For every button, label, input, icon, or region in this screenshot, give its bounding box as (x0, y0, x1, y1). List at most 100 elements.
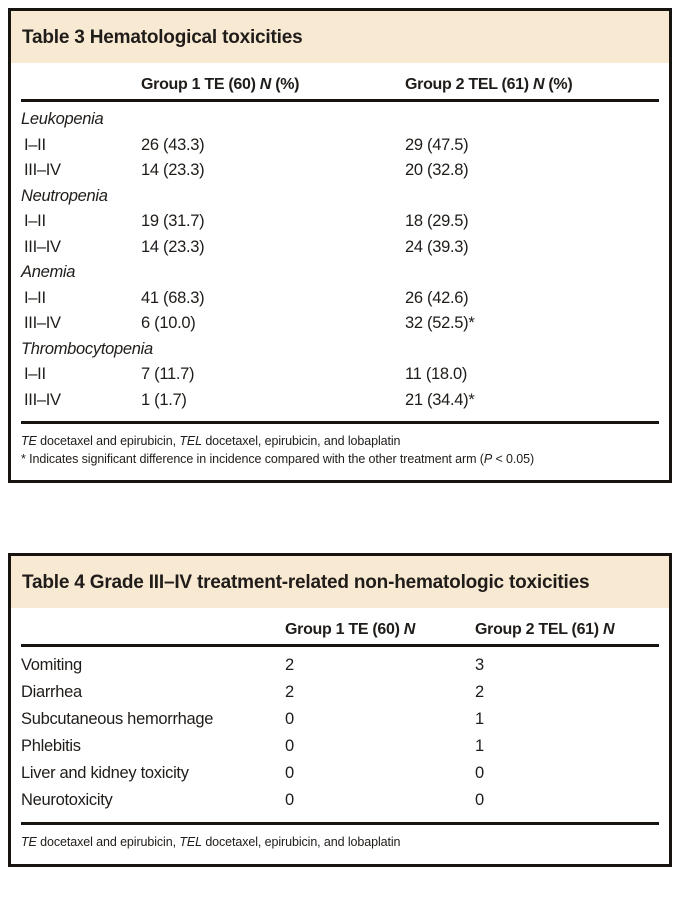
abbrev-rest: docetaxel, epirubicin, and lobaplatin (201, 434, 401, 448)
table3-column-header-group2: Group 2 TEL (61) N (%) (405, 76, 659, 94)
table-row: Vomiting 2 3 (21, 652, 659, 679)
row-label-grade: I–II (24, 288, 46, 307)
cell-group2-value: 1 (475, 737, 484, 755)
row-label: Neurotoxicity (21, 791, 113, 809)
table3-header-empty-cell (21, 76, 141, 94)
abbrev-tel: TEL (179, 434, 202, 448)
table4-footnotes: TE docetaxel and epirubicin, TEL docetax… (21, 822, 659, 864)
cell-group2-value: 0 (475, 791, 484, 809)
group2-header-text: Group 2 TEL (61) (405, 76, 533, 93)
cell-group1-value: 1 (1.7) (141, 390, 187, 409)
sig-post: < 0.05) (492, 451, 535, 466)
table3-footnote-significance: * Indicates significant difference in in… (21, 451, 659, 469)
cell-group2-value: 3 (475, 656, 484, 674)
cell-group1-value: 7 (11.7) (141, 365, 195, 383)
cell-group1-value: 14 (23.3) (141, 237, 205, 256)
cell-group2-value: 20 (32.8) (405, 161, 469, 179)
table-row: III–IV 6 (10.0) 32 (52.5)* (21, 311, 659, 337)
cell-group2-value: 24 (39.3) (405, 237, 469, 256)
row-label-grade: I–II (24, 212, 46, 230)
table-row: Neutropenia (21, 184, 659, 210)
table3-column-header-group1: Group 1 TE (60) N (%) (141, 76, 405, 94)
table-row: Subcutaneous hemorrhage 0 1 (21, 706, 659, 733)
cell-group1-value: 14 (23.3) (141, 161, 205, 179)
page: Table 3 Hematological toxicities Group 1… (8, 8, 672, 867)
table3-title-band: Table 3 Hematological toxicities (11, 11, 669, 63)
table-row: Phlebitis 0 1 (21, 733, 659, 760)
row-label: Subcutaneous hemorrhage (21, 710, 214, 728)
cell-group1-value: 26 (43.3) (141, 135, 205, 154)
cell-group2-value: 11 (18.0) (405, 365, 468, 383)
cell-group1-value: 41 (68.3) (141, 288, 205, 307)
abbrev-te: TE (21, 835, 37, 849)
cell-group1-value: 6 (10.0) (141, 314, 196, 332)
abbrev-mid: docetaxel and epirubicin, (36, 835, 180, 849)
cell-group1-value: 0 (285, 710, 294, 728)
table4-card: Table 4 Grade III–IV treatment-related n… (8, 553, 672, 867)
row-label: Phlebitis (21, 737, 81, 755)
cell-group1-value: 0 (285, 764, 294, 782)
table-row: Neurotoxicity 0 0 (21, 787, 659, 814)
table-row: I–II 26 (43.3) 29 (47.5) (21, 133, 659, 159)
group2-header-n: N (532, 76, 545, 93)
table4-footnote-abbreviations: TE docetaxel and epirubicin, TEL docetax… (21, 834, 659, 852)
cell-group1-value: 19 (31.7) (141, 212, 205, 230)
group1-header-n: N (403, 621, 416, 638)
group2-header-text: Group 2 TEL (61) (475, 621, 603, 638)
cell-group2-value: 21 (34.4)* (405, 390, 475, 409)
cell-group2-value: 32 (52.5)* (405, 314, 475, 332)
table3-footnote-abbreviations: TE docetaxel and epirubicin, TEL docetax… (21, 433, 659, 451)
sig-pre: * Indicates significant difference in in… (21, 451, 484, 466)
cell-group2-value: 29 (47.5) (405, 135, 469, 154)
table4-header-row: Group 1 TE (60) N Group 2 TEL (61) N (21, 608, 659, 647)
row-label-category: Leukopenia (21, 110, 104, 128)
table3-card: Table 3 Hematological toxicities Group 1… (8, 8, 672, 483)
row-label-category: Thrombocytopenia (21, 339, 153, 358)
table-row: Liver and kidney toxicity 0 0 (21, 760, 659, 787)
cell-group2-value: 2 (475, 683, 484, 701)
group1-header-n: N (259, 76, 272, 93)
row-label-grade: III–IV (24, 314, 61, 332)
group1-header-text: Group 1 TE (60) (285, 621, 404, 638)
group2-header-pct: (%) (544, 76, 573, 93)
row-label-category: Anemia (21, 263, 76, 281)
table-row: Anemia (21, 260, 659, 286)
table3-content: Group 1 TE (60) N (%) Group 2 TEL (61) N… (11, 63, 669, 480)
table-row: I–II 19 (31.7) 18 (29.5) (21, 209, 659, 235)
row-label-grade: III–IV (24, 161, 61, 179)
row-label: Vomiting (21, 656, 82, 674)
sig-p: P (483, 451, 493, 466)
table-row: I–II 7 (11.7) 11 (18.0) (21, 362, 659, 388)
cell-group1-value: 2 (285, 683, 294, 701)
group1-header-text: Group 1 TE (60) (141, 76, 260, 93)
table3-footnotes: TE docetaxel and epirubicin, TEL docetax… (21, 421, 659, 480)
cell-group1-value: 0 (285, 737, 294, 755)
table4-title-band: Table 4 Grade III–IV treatment-related n… (11, 556, 669, 608)
table4-column-header-group1: Group 1 TE (60) N (285, 621, 475, 639)
cell-group1-value: 0 (285, 791, 294, 809)
row-label-grade: I–II (24, 135, 46, 154)
group2-header-n: N (602, 621, 615, 638)
abbrev-rest: docetaxel, epirubicin, and lobaplatin (201, 835, 401, 849)
cell-group2-value: 18 (29.5) (405, 212, 469, 230)
table-row: Diarrhea 2 2 (21, 679, 659, 706)
row-label-grade: I–II (24, 365, 46, 383)
table3-title: Table 3 Hematological toxicities (22, 27, 303, 48)
table-row: III–IV 1 (1.7) 21 (34.4)* (21, 388, 659, 414)
row-label: Liver and kidney toxicity (21, 764, 189, 782)
abbrev-te: TE (21, 434, 37, 448)
table4-column-header-group2: Group 2 TEL (61) N (475, 621, 659, 639)
table-row: III–IV 14 (23.3) 24 (39.3) (21, 235, 659, 261)
group1-header-pct: (%) (271, 76, 300, 93)
table4-content: Group 1 TE (60) N Group 2 TEL (61) N Vom… (11, 608, 669, 864)
table4-body: Vomiting 2 3 Diarrhea 2 2 Subcutaneous hemor… (21, 647, 659, 822)
table3-header-row: Group 1 TE (60) N (%) Group 2 TEL (61) N… (21, 63, 659, 102)
abbrev-mid: docetaxel and epirubicin, (36, 434, 180, 448)
row-label-category: Neutropenia (21, 186, 108, 205)
table-row: I–II 41 (68.3) 26 (42.6) (21, 286, 659, 312)
row-label: Diarrhea (21, 683, 82, 701)
row-label-grade: III–IV (24, 237, 61, 256)
table3-body: Leukopenia I–II 26 (43.3) 29 (47.5) III–IV… (21, 102, 659, 421)
cell-group2-value: 0 (475, 764, 484, 782)
table-row: Thrombocytopenia (21, 337, 659, 363)
